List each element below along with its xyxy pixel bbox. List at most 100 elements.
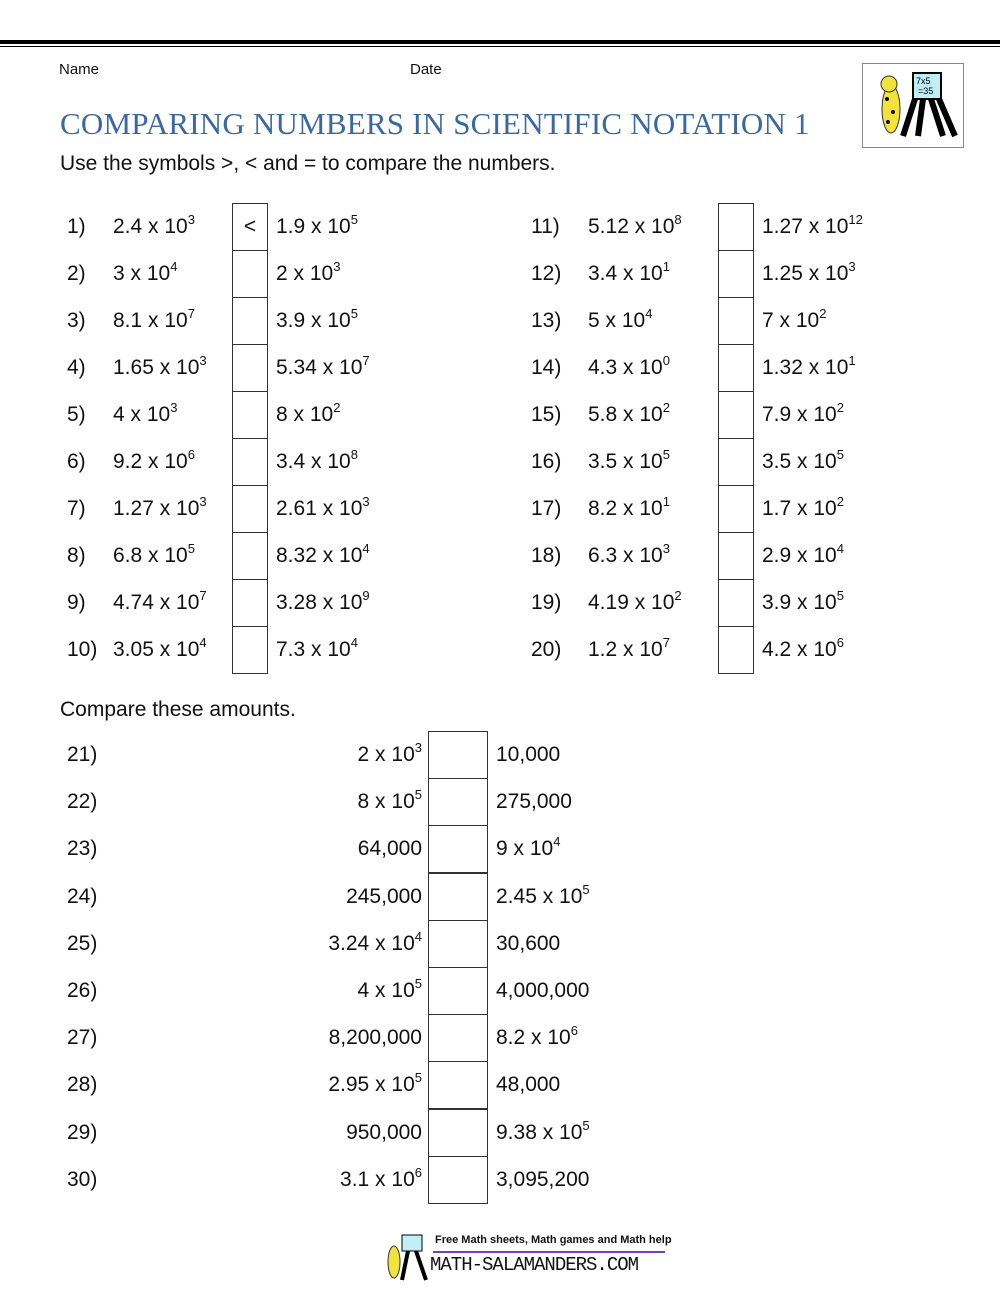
exponent: 1 (662, 494, 670, 509)
part2-heading: Compare these amounts. (60, 698, 296, 721)
answer-box[interactable] (232, 626, 268, 674)
answer-box[interactable]: < (232, 203, 268, 251)
exponent: 4 (350, 635, 358, 650)
exponent: 3 (199, 494, 207, 509)
answer-box[interactable] (718, 203, 754, 251)
answer-box[interactable] (718, 485, 754, 533)
exponent: 3 (362, 494, 370, 509)
number-base: 1.7 x 10 (762, 497, 837, 520)
answer-box[interactable] (428, 1108, 488, 1157)
exponent: 2 (836, 400, 844, 415)
number-base: 8 x 10 (357, 790, 415, 814)
number-base: 3.24 x 10 (328, 931, 415, 955)
right-number: 8.32 x 104 (276, 532, 370, 579)
right-number: 2 x 103 (276, 250, 340, 297)
answer-box[interactable] (718, 297, 754, 345)
left-number: 1.27 x 103 (113, 485, 207, 532)
number-base: 3.1 x 10 (340, 1167, 415, 1191)
problem-number: 19) (531, 591, 562, 614)
answer-box[interactable] (718, 391, 754, 439)
exponent: 4 (199, 635, 207, 650)
right-amount: 10,000 (496, 731, 560, 778)
date-label: Date (410, 61, 442, 78)
problem-number: 30) (67, 1167, 98, 1191)
answer-box[interactable] (718, 344, 754, 392)
answer-box[interactable] (428, 919, 488, 968)
left-amount: 64,000 (200, 825, 422, 872)
answer-box[interactable] (718, 579, 754, 627)
left-amount: 950,000 (200, 1109, 422, 1156)
exponent: 4 (553, 834, 561, 850)
answer-box[interactable] (428, 1061, 488, 1110)
right-amount: 48,000 (496, 1061, 560, 1108)
answer-box[interactable] (232, 579, 268, 627)
answer-box[interactable] (428, 825, 488, 874)
exponent: 3 (414, 740, 422, 755)
problem-number: 15) (531, 403, 562, 426)
problem-number: 11) (531, 215, 560, 238)
left-amount: 245,000 (200, 873, 422, 920)
left-number: 6.8 x 105 (113, 532, 195, 579)
answer-box[interactable] (232, 391, 268, 439)
right-amount: 275,000 (496, 778, 572, 825)
left-amount: 3.1 x 106 (200, 1156, 422, 1203)
number-base: 7.9 x 10 (762, 403, 837, 426)
number-base: 4 x 10 (113, 403, 171, 426)
left-number: 5.8 x 102 (588, 391, 670, 438)
left-amount: 3.24 x 104 (200, 920, 422, 967)
number-base: 8,200,000 (328, 1026, 422, 1050)
answer-box[interactable] (718, 438, 754, 486)
number-base: 3.28 x 10 (276, 591, 363, 614)
number-base: 3.4 x 10 (276, 450, 351, 473)
answer-box[interactable] (232, 532, 268, 580)
answer-box[interactable] (232, 250, 268, 298)
right-amount: 9 x 104 (496, 825, 560, 872)
number-base: 1.2 x 10 (588, 638, 663, 661)
answer-box[interactable] (232, 438, 268, 486)
number-base: 3.4 x 10 (588, 262, 663, 285)
number-base: 4,000,000 (496, 979, 590, 1002)
left-amount: 4 x 105 (200, 967, 422, 1014)
answer-box[interactable] (718, 532, 754, 580)
svg-text:7x5: 7x5 (916, 76, 931, 86)
exponent: 6 (414, 1164, 422, 1180)
exponent: 7 (662, 635, 670, 650)
answer-box[interactable] (718, 626, 754, 674)
exponent: 2 (662, 400, 670, 415)
answer-box[interactable] (718, 250, 754, 298)
exponent: 3 (187, 212, 195, 227)
number-base: 2.95 x 10 (328, 1073, 415, 1097)
answer-box[interactable] (428, 967, 488, 1015)
problem-number: 18) (531, 544, 562, 567)
left-number: 3.4 x 101 (588, 250, 670, 297)
svg-text:=35: =35 (918, 86, 933, 96)
number-base: 2.4 x 10 (113, 215, 188, 238)
number-base: 1.27 x 10 (762, 215, 849, 238)
problem-number: 7) (67, 497, 86, 520)
right-number: 1.9 x 105 (276, 203, 358, 250)
problem-number: 8) (67, 544, 86, 567)
number-base: 30,600 (496, 931, 561, 955)
answer-box[interactable] (428, 1014, 488, 1063)
left-number: 3 x 104 (113, 250, 177, 297)
exponent: 3 (199, 353, 207, 368)
answer-box[interactable] (232, 485, 268, 533)
problem-number: 14) (531, 356, 562, 379)
answer-box[interactable] (428, 778, 488, 827)
number-base: 2 x 10 (276, 262, 334, 285)
answer-box[interactable] (232, 297, 268, 345)
exponent: 3 (662, 541, 670, 556)
problem-number: 27) (67, 1026, 98, 1050)
answer-box[interactable] (428, 1155, 488, 1204)
number-base: 7 x 10 (762, 309, 820, 332)
answer-box[interactable] (232, 344, 268, 392)
page-title: COMPARING NUMBERS IN SCIENTIFIC NOTATION… (60, 106, 810, 141)
answer-box[interactable] (428, 872, 488, 921)
answer-box[interactable] (428, 731, 488, 779)
right-amount: 3,095,200 (496, 1156, 589, 1203)
number-base: 9.2 x 10 (113, 450, 188, 473)
problem-number: 6) (67, 450, 86, 473)
number-base: 4 x 10 (357, 979, 415, 1002)
number-base: 3.9 x 10 (276, 309, 351, 332)
left-number: 8.2 x 101 (588, 485, 670, 532)
